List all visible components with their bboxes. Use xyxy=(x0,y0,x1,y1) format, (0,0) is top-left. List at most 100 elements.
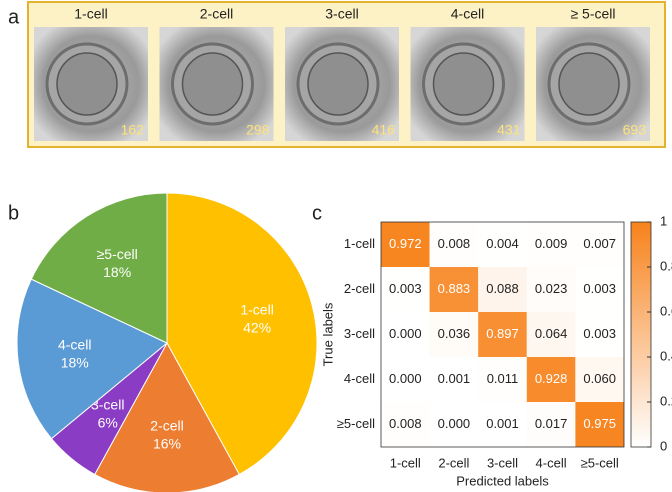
x-tick-label: 2-cell xyxy=(438,455,469,470)
pie-slice xyxy=(166,192,318,476)
heatmap-cell xyxy=(526,357,576,402)
cell-label: 0.972 xyxy=(389,236,422,251)
heatmap-cell xyxy=(381,267,430,312)
heatmap-cell xyxy=(575,267,624,312)
frame-count: 162 xyxy=(121,122,145,138)
heatmap-cell xyxy=(478,267,527,312)
slice-value: 42% xyxy=(243,320,271,336)
heatmap-cell xyxy=(429,402,479,447)
slice-label: 1-cell xyxy=(240,302,273,318)
cell-label: 0.000 xyxy=(438,416,471,431)
cell-label: 0.001 xyxy=(438,371,471,386)
frame-count: 693 xyxy=(623,122,647,138)
x-tick-label: 3-cell xyxy=(487,455,518,470)
cell-label: 0.975 xyxy=(583,416,616,431)
heatmap-cell xyxy=(429,267,479,312)
embryo-cell xyxy=(558,52,620,116)
colorbar-tick-label: 0.6 xyxy=(660,303,672,318)
y-tick-label: 4-cell xyxy=(344,371,375,386)
slice-value: 18% xyxy=(103,264,131,280)
x-axis-title: Predicted labels xyxy=(456,473,549,488)
cell-label: 0.000 xyxy=(389,326,422,341)
cell-label: 0.088 xyxy=(486,281,519,296)
image-label: 4-cell xyxy=(451,6,484,22)
panel-label: c xyxy=(312,202,322,224)
heatmap-cell xyxy=(429,357,479,402)
x-tick-label: 4-cell xyxy=(536,455,567,470)
colorbar-tick-label: 0 xyxy=(660,438,667,453)
cell-label: 0.007 xyxy=(583,236,616,251)
heatmap-cell xyxy=(381,312,430,357)
slice-label: 3-cell xyxy=(91,396,124,412)
heatmap-cell xyxy=(478,402,527,447)
heatmap-cell xyxy=(381,357,430,402)
heatmap-cell xyxy=(575,222,624,267)
colorbar-tick-label: 0.4 xyxy=(660,348,672,363)
slice-value: 18% xyxy=(61,354,89,370)
x-tick-label: ≥5-cell xyxy=(581,455,619,470)
image-label: 3-cell xyxy=(325,6,358,22)
colorbar-tick-label: 0.8 xyxy=(660,258,672,273)
heatmap-cell xyxy=(575,357,624,402)
cell-label: 0.009 xyxy=(535,236,568,251)
slice-label: 2-cell xyxy=(150,418,183,434)
y-tick-label: 1-cell xyxy=(344,236,375,251)
heatmap-cell xyxy=(526,312,576,357)
x-tick-label: 1-cell xyxy=(390,455,421,470)
cell-label: 0.023 xyxy=(535,281,568,296)
cell-label: 0.003 xyxy=(583,281,616,296)
cell-label: 0.928 xyxy=(535,371,568,386)
panel-label: a xyxy=(8,6,20,28)
embryo-cell xyxy=(307,52,369,116)
colorbar-tick-label: 0.2 xyxy=(660,393,672,408)
y-tick-label: 2-cell xyxy=(344,281,375,296)
cell-label: 0.883 xyxy=(438,281,471,296)
image-label: 2-cell xyxy=(200,6,233,22)
slice-value: 6% xyxy=(98,414,118,430)
frame-count: 298 xyxy=(246,122,270,138)
cell-label: 0.008 xyxy=(438,236,471,251)
y-axis-title: True labels xyxy=(320,302,335,366)
frame-count: 416 xyxy=(372,122,396,138)
cell-label: 0.011 xyxy=(487,371,519,386)
heatmap-cell xyxy=(575,402,624,447)
heatmap-cell xyxy=(526,267,576,312)
heatmap-cell xyxy=(381,402,430,447)
heatmap-cell xyxy=(526,402,576,447)
embryo-cell xyxy=(181,52,244,116)
slice-label: ≥5-cell xyxy=(97,246,138,262)
cell-label: 0.060 xyxy=(583,371,616,386)
cell-label: 0.017 xyxy=(535,416,568,431)
heatmap-cell xyxy=(429,222,479,267)
y-tick-label: 3-cell xyxy=(344,326,375,341)
embryo-cell xyxy=(432,52,495,116)
image-label: ≥ 5-cell xyxy=(570,6,615,22)
cell-label: 0.036 xyxy=(438,326,471,341)
cell-label: 0.001 xyxy=(486,416,519,431)
cell-label: 0.004 xyxy=(486,236,519,251)
cell-label: 0.003 xyxy=(389,281,422,296)
colorbar-tick-label: 1 xyxy=(660,213,667,228)
pie-slice xyxy=(94,341,240,492)
pie-slice xyxy=(16,278,168,440)
cell-label: 0.003 xyxy=(583,326,616,341)
embryo-cell xyxy=(56,52,118,116)
frame-count: 431 xyxy=(497,122,521,138)
panel-label: b xyxy=(8,202,19,224)
pie-slice xyxy=(30,192,168,344)
y-tick-label: ≥5-cell xyxy=(337,416,375,431)
heatmap-cell xyxy=(478,222,527,267)
heatmap-cell xyxy=(526,222,576,267)
cell-label: 0.000 xyxy=(389,371,422,386)
slice-value: 16% xyxy=(153,436,181,452)
slice-label: 4-cell xyxy=(58,336,91,352)
colorbar xyxy=(630,221,652,448)
heatmap-cell xyxy=(429,312,479,357)
heatmap-frame xyxy=(380,221,625,448)
heatmap-cell xyxy=(381,222,430,267)
heatmap-cell xyxy=(575,312,624,357)
cell-label: 0.008 xyxy=(389,416,422,431)
heatmap-cell xyxy=(478,312,527,357)
heatmap-cell xyxy=(478,357,527,402)
